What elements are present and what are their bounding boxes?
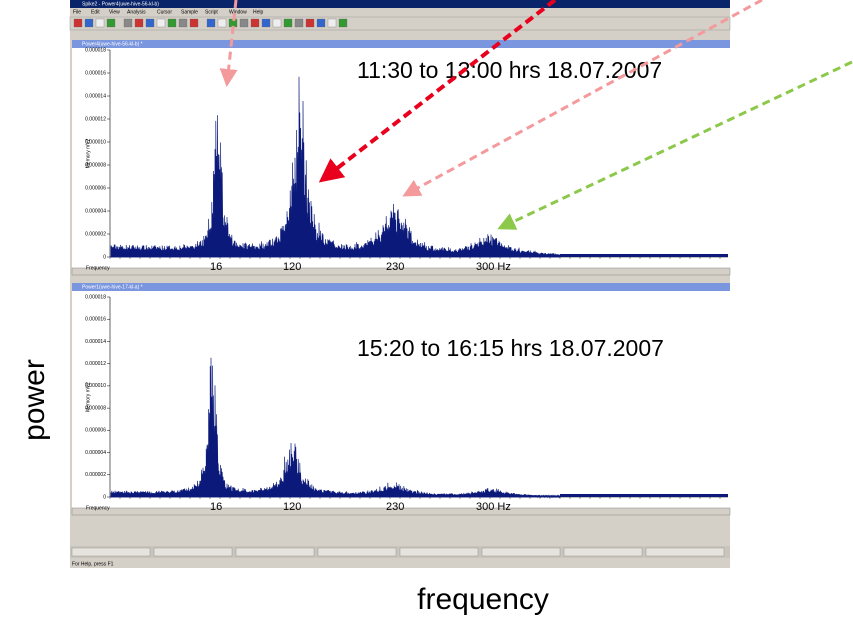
menu-item[interactable]: Sample bbox=[181, 9, 198, 15]
y-tick-label: 0.000002 bbox=[85, 231, 106, 237]
task-button[interactable] bbox=[153, 547, 233, 557]
y-axis-title: power bbox=[18, 359, 51, 441]
time-annotation: 11:30 to 13:00 hrs 18.07.2007 bbox=[357, 57, 662, 83]
toolbar-button[interactable] bbox=[95, 18, 105, 28]
y-tick-label: 0.000002 bbox=[85, 472, 106, 478]
y-tick-label: 0.000016 bbox=[85, 317, 106, 323]
plot-area bbox=[72, 291, 730, 508]
peak-label: 230 bbox=[386, 501, 404, 513]
arrow bbox=[402, 0, 763, 197]
toolbar-button[interactable] bbox=[316, 18, 326, 28]
menu-item[interactable]: Script bbox=[205, 9, 218, 15]
axis-label: Memory mV2 bbox=[85, 138, 91, 168]
title-bar bbox=[70, 0, 730, 8]
task-button[interactable] bbox=[317, 547, 397, 557]
menu-item[interactable]: Edit bbox=[91, 9, 100, 15]
y-tick-label: 0 bbox=[103, 254, 106, 260]
y-tick-label: 0.000018 bbox=[85, 47, 106, 53]
menu-item[interactable]: File bbox=[73, 9, 81, 15]
y-tick-label: 0.000012 bbox=[85, 361, 106, 367]
toolbar-button[interactable] bbox=[283, 18, 293, 28]
menu-bar: File Edit View Analysis Cursor Sample Script Wi… bbox=[73, 9, 264, 15]
toolbar-button[interactable] bbox=[338, 18, 348, 28]
y-tick-label: 0.000006 bbox=[85, 428, 106, 434]
menu-item[interactable]: View bbox=[109, 9, 120, 15]
menu-item[interactable]: Help bbox=[253, 9, 264, 15]
x-axis-title: frequency bbox=[417, 583, 549, 616]
y-tick-label: 0 bbox=[103, 494, 106, 500]
menu-item[interactable]: Analysis bbox=[127, 9, 146, 15]
time-annotation: 15:20 to 16:15 hrs 18.07.2007 bbox=[357, 335, 664, 361]
toolbar-button[interactable] bbox=[84, 18, 94, 28]
taskbar-buttons bbox=[71, 547, 725, 557]
toolbar-button[interactable] bbox=[156, 18, 166, 28]
peak-label: 16 bbox=[210, 261, 222, 273]
peak-label: 230 bbox=[386, 261, 404, 273]
toolbar-button[interactable] bbox=[73, 18, 83, 28]
toolbar-button[interactable] bbox=[239, 18, 249, 28]
task-button[interactable] bbox=[481, 547, 561, 557]
toolbar-button[interactable] bbox=[250, 18, 260, 28]
peak-label: 120 bbox=[283, 501, 301, 513]
task-button[interactable] bbox=[71, 547, 151, 557]
arrow bbox=[219, 0, 238, 87]
x-axis-label: Frequency bbox=[86, 505, 110, 511]
toolbar-button[interactable] bbox=[178, 18, 188, 28]
task-button[interactable] bbox=[399, 547, 479, 557]
y-tick-label: 0.000004 bbox=[85, 450, 106, 456]
y-tick-label: 0.000004 bbox=[85, 208, 106, 214]
toolbar-button[interactable] bbox=[206, 18, 216, 28]
toolbar-icons bbox=[73, 18, 348, 28]
y-tick-label: 0.000012 bbox=[85, 116, 106, 122]
y-tick-label: 0.000010 bbox=[85, 383, 106, 389]
spectrum bbox=[110, 357, 561, 499]
x-axis-label: Frequency bbox=[86, 265, 110, 271]
status-text: For Help, press F1 bbox=[72, 561, 114, 567]
panel-title: Power4(uwe-hive-56-kl-b) * bbox=[82, 41, 143, 47]
toolbar-button[interactable] bbox=[134, 18, 144, 28]
task-button[interactable] bbox=[645, 547, 725, 557]
scrollbar[interactable] bbox=[71, 507, 731, 516]
menu-item[interactable]: Window bbox=[229, 9, 247, 15]
peak-label: 300 Hz bbox=[476, 261, 511, 273]
toolbar-button[interactable] bbox=[106, 18, 116, 28]
plots: 0.000018 0.000016 0.000014 0.000012 0.000010… bbox=[85, 47, 728, 513]
arrow bbox=[318, 0, 557, 183]
toolbar-button[interactable] bbox=[167, 18, 177, 28]
panel-title-bar bbox=[72, 283, 730, 291]
peak-label: 16 bbox=[210, 501, 222, 513]
axis-label: Memory mV2 bbox=[85, 382, 91, 412]
panel-title-bar bbox=[72, 40, 730, 48]
toolbar-button[interactable] bbox=[305, 18, 315, 28]
window-title: Spike2 - Power4(uwe-hive-56-kl-b) bbox=[82, 1, 159, 7]
peak-label: 120 bbox=[283, 261, 301, 273]
y-tick-label: 0.000016 bbox=[85, 70, 106, 76]
y-tick-label: 0.000008 bbox=[85, 162, 106, 168]
task-button[interactable] bbox=[563, 547, 643, 557]
y-tick-label: 0.000006 bbox=[85, 185, 106, 191]
toolbar-button[interactable] bbox=[294, 18, 304, 28]
panel-title: Power1(uwe-hive-17-kl-a) * bbox=[82, 284, 143, 290]
spectrum-tail bbox=[560, 254, 728, 257]
y-tick-label: 0.000014 bbox=[85, 93, 106, 99]
task-button[interactable] bbox=[235, 547, 315, 557]
toolbar-button[interactable] bbox=[189, 18, 199, 28]
toolbar-button[interactable] bbox=[272, 18, 282, 28]
toolbar-button[interactable] bbox=[145, 18, 155, 28]
menu-item[interactable]: Cursor bbox=[157, 9, 172, 15]
toolbar-button[interactable] bbox=[217, 18, 227, 28]
scrollbar[interactable] bbox=[71, 267, 731, 276]
toolbar-button[interactable] bbox=[327, 18, 337, 28]
toolbar-button[interactable] bbox=[123, 18, 133, 28]
spectrum-tail bbox=[560, 494, 728, 497]
spectrum bbox=[110, 76, 561, 258]
peak-label: 300 Hz bbox=[476, 501, 511, 513]
toolbar-button[interactable] bbox=[261, 18, 271, 28]
y-tick-label: 0.000008 bbox=[85, 405, 106, 411]
y-tick-label: 0.000018 bbox=[85, 294, 106, 300]
y-tick-label: 0.000014 bbox=[85, 339, 106, 345]
y-tick-label: 0.000010 bbox=[85, 139, 106, 145]
